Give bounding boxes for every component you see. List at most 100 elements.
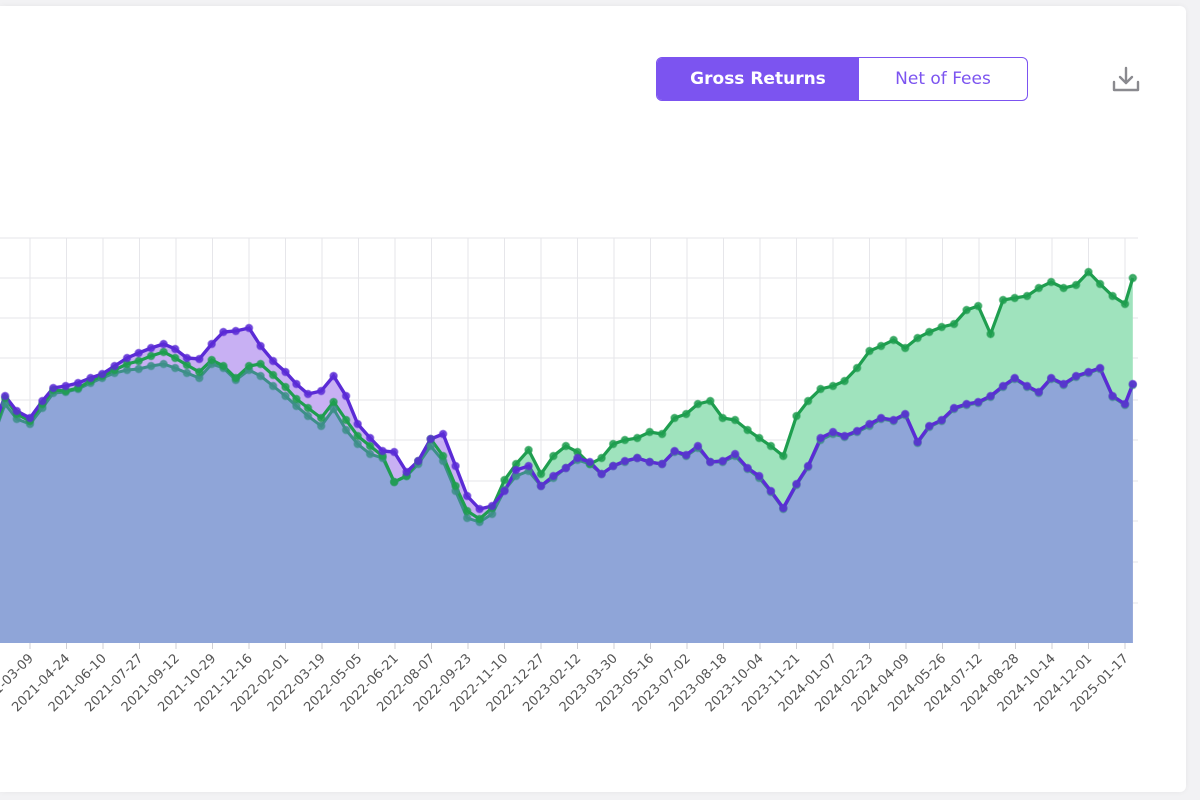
comparison-point[interactable] (632, 453, 642, 463)
primary-point[interactable] (292, 394, 301, 404)
benchmark-point[interactable] (353, 439, 363, 449)
comparison-point[interactable] (536, 481, 546, 491)
comparison-point[interactable] (244, 323, 254, 333)
primary-point[interactable] (962, 305, 971, 315)
primary-point[interactable] (316, 413, 326, 423)
comparison-point[interactable] (524, 461, 533, 471)
comparison-point[interactable] (413, 456, 423, 466)
comparison-point[interactable] (462, 491, 472, 501)
comparison-point[interactable] (170, 344, 180, 354)
primary-point[interactable] (303, 403, 313, 413)
primary-point[interactable] (828, 381, 838, 391)
primary-point[interactable] (159, 347, 168, 357)
comparison-point[interactable] (1022, 381, 1032, 391)
comparison-point[interactable] (281, 367, 290, 377)
comparison-point[interactable] (219, 327, 228, 337)
benchmark-point[interactable] (182, 368, 192, 378)
comparison-point[interactable] (38, 396, 47, 406)
comparison-point[interactable] (389, 447, 399, 457)
comparison-point[interactable] (766, 486, 776, 496)
primary-point[interactable] (986, 329, 995, 339)
comparison-point[interactable] (1108, 391, 1117, 401)
primary-point[interactable] (1120, 299, 1130, 309)
primary-point[interactable] (778, 451, 788, 461)
benchmark-point[interactable] (134, 364, 144, 374)
comparison-point[interactable] (1128, 379, 1138, 389)
comparison-point[interactable] (585, 457, 595, 467)
comparison-point[interactable] (657, 459, 667, 469)
primary-point[interactable] (256, 359, 265, 369)
primary-point[interactable] (705, 396, 715, 406)
comparison-point[interactable] (986, 391, 995, 401)
primary-point[interactable] (194, 367, 204, 377)
comparison-point[interactable] (608, 461, 618, 471)
primary-point[interactable] (766, 441, 776, 451)
comparison-point[interactable] (73, 378, 83, 388)
comparison-point[interactable] (561, 463, 571, 473)
primary-point[interactable] (681, 409, 691, 419)
comparison-point[interactable] (792, 479, 801, 489)
primary-point[interactable] (865, 346, 874, 356)
comparison-point[interactable] (620, 456, 630, 466)
comparison-point[interactable] (681, 450, 691, 460)
benchmark-point[interactable] (462, 513, 472, 523)
primary-point[interactable] (134, 356, 144, 366)
primary-point[interactable] (146, 351, 156, 361)
comparison-point[interactable] (25, 413, 35, 423)
primary-point[interactable] (1108, 291, 1117, 301)
primary-point[interactable] (937, 322, 947, 332)
primary-point[interactable] (632, 433, 642, 443)
comparison-point[interactable] (816, 433, 825, 443)
comparison-point[interactable] (1084, 367, 1093, 377)
comparison-point[interactable] (134, 348, 144, 358)
primary-point[interactable] (1022, 291, 1032, 301)
comparison-point[interactable] (292, 379, 301, 389)
primary-point[interactable] (608, 439, 618, 449)
primary-point[interactable] (889, 335, 898, 345)
comparison-point[interactable] (998, 381, 1008, 391)
primary-point[interactable] (998, 295, 1008, 305)
comparison-point[interactable] (949, 403, 959, 413)
comparison-point[interactable] (256, 341, 265, 351)
primary-point[interactable] (693, 399, 703, 409)
comparison-point[interactable] (426, 434, 436, 444)
primary-point[interactable] (170, 353, 180, 363)
primary-point[interactable] (207, 355, 217, 365)
comparison-point[interactable] (97, 369, 107, 379)
comparison-point[interactable] (573, 453, 582, 463)
primary-point[interactable] (462, 506, 472, 516)
comparison-point[interactable] (754, 471, 764, 481)
primary-point[interactable] (244, 361, 254, 371)
benchmark-point[interactable] (281, 391, 290, 401)
primary-point[interactable] (475, 514, 484, 524)
comparison-point[interactable] (378, 446, 387, 456)
comparison-point[interactable] (341, 391, 351, 401)
primary-point[interactable] (268, 370, 278, 380)
comparison-point[interactable] (743, 463, 752, 473)
comparison-point[interactable] (670, 446, 679, 456)
primary-point[interactable] (645, 427, 655, 437)
comparison-point[interactable] (852, 426, 862, 436)
comparison-point[interactable] (924, 421, 934, 431)
primary-point[interactable] (803, 396, 813, 406)
comparison-point[interactable] (48, 383, 58, 393)
primary-point[interactable] (730, 415, 740, 425)
primary-point[interactable] (754, 433, 764, 443)
comparison-point[interactable] (840, 431, 849, 441)
comparison-point[interactable] (438, 429, 448, 439)
comparison-point[interactable] (549, 471, 558, 481)
benchmark-point[interactable] (146, 361, 156, 371)
comparison-point[interactable] (900, 409, 910, 419)
comparison-point[interactable] (803, 461, 813, 471)
primary-point[interactable] (182, 360, 192, 370)
download-icon[interactable] (1108, 62, 1144, 98)
comparison-point[interactable] (316, 386, 326, 396)
comparison-point[interactable] (511, 465, 521, 475)
comparison-point[interactable] (487, 501, 497, 511)
comparison-point[interactable] (1046, 373, 1056, 383)
comparison-point[interactable] (182, 353, 192, 363)
net-of-fees-button[interactable]: Net of Fees (895, 69, 991, 89)
primary-point[interactable] (1059, 283, 1068, 293)
comparison-point[interactable] (500, 486, 509, 496)
primary-point[interactable] (1084, 267, 1093, 277)
